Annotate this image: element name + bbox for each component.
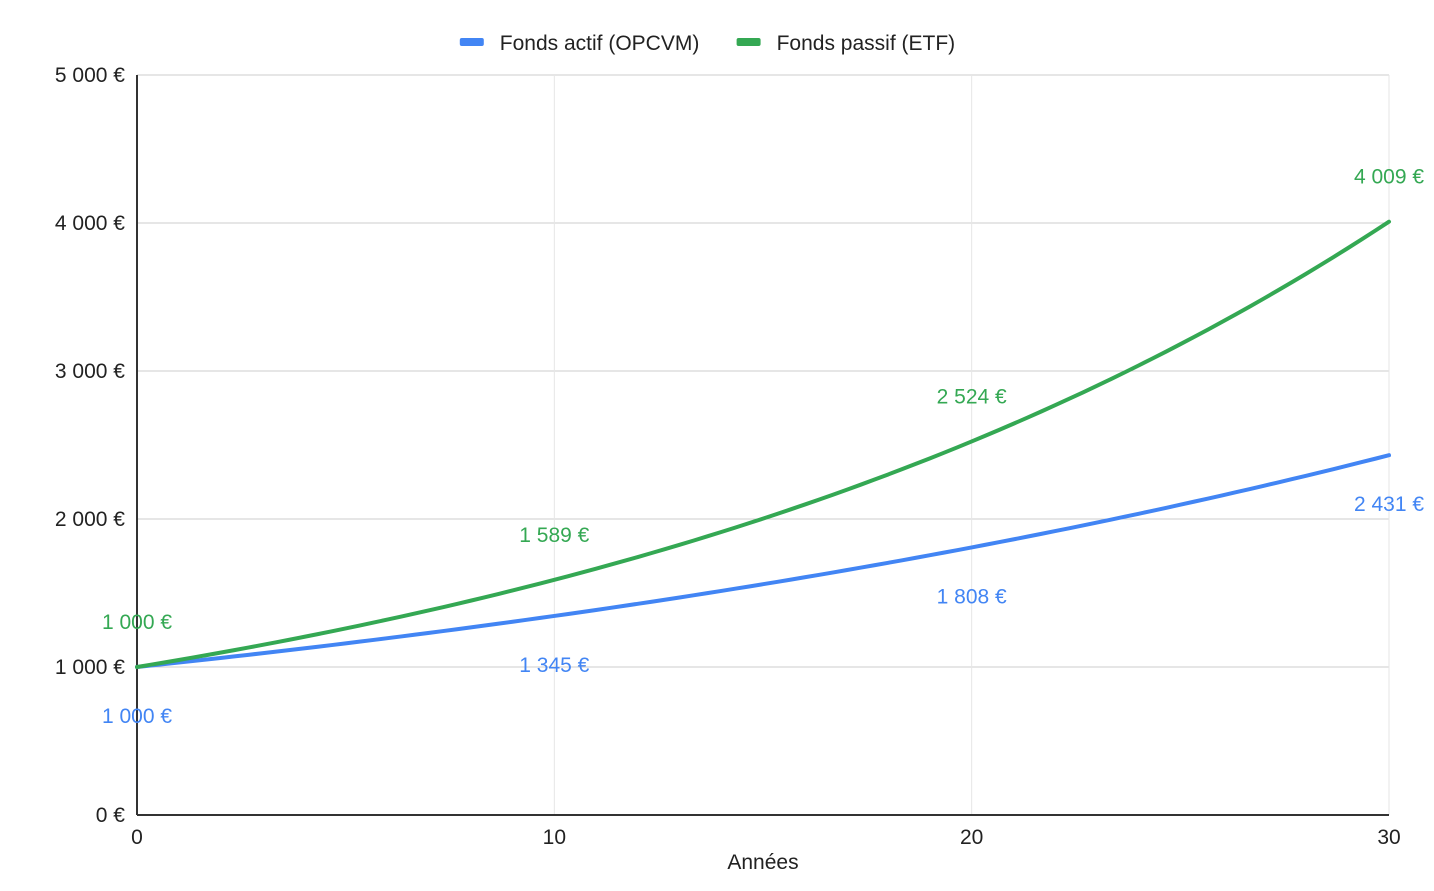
legend-item[interactable]: Fonds passif (ETF) [736, 32, 956, 55]
legend: Fonds actif (OPCVM) Fonds passif (ETF) [459, 32, 956, 55]
y-tick-label: 5 000 € [55, 64, 125, 87]
data-label: 2 524 € [937, 385, 1007, 408]
legend-swatch [459, 38, 484, 46]
x-tick-label: 30 [1377, 826, 1400, 849]
x-tick-label: 10 [543, 826, 566, 849]
legend-label: Fonds actif (OPCVM) [500, 32, 700, 55]
data-label: 4 009 € [1354, 166, 1424, 189]
x-tick-label: 0 [131, 826, 143, 849]
data-label: 1 345 € [519, 654, 589, 677]
data-label: 1 000 € [102, 705, 172, 728]
y-tick-label: 4 000 € [55, 212, 125, 235]
x-tick-label: 20 [960, 826, 983, 849]
y-tick-label: 1 000 € [55, 656, 125, 679]
series-line-actif [135, 453, 1391, 669]
legend-label: Fonds passif (ETF) [777, 32, 956, 55]
y-tick-label: 0 € [96, 804, 126, 827]
data-label: 1 808 € [937, 585, 1007, 608]
y-tick-label: 2 000 € [55, 508, 125, 531]
series-line-passif [135, 219, 1391, 669]
data-label-layer: 1 000 € 1 345 € 1 808 € 2 431 € 1 000 € 1 589… [102, 166, 1424, 728]
legend-item[interactable]: Fonds actif (OPCVM) [459, 32, 700, 55]
series-layer [135, 219, 1391, 669]
legend-swatch [736, 38, 761, 46]
data-label: 1 589 € [519, 524, 589, 547]
data-label: 2 431 € [1354, 493, 1424, 516]
y-tick-label: 3 000 € [55, 360, 125, 383]
grid-layer [137, 74, 1390, 815]
axis-layer: 0 € 1 000 € 2 000 € 3 000 € 4 000 € 5 000 € 0 1… [55, 64, 1401, 849]
data-label: 1 000 € [102, 611, 172, 634]
x-axis-title: Années [727, 851, 798, 874]
